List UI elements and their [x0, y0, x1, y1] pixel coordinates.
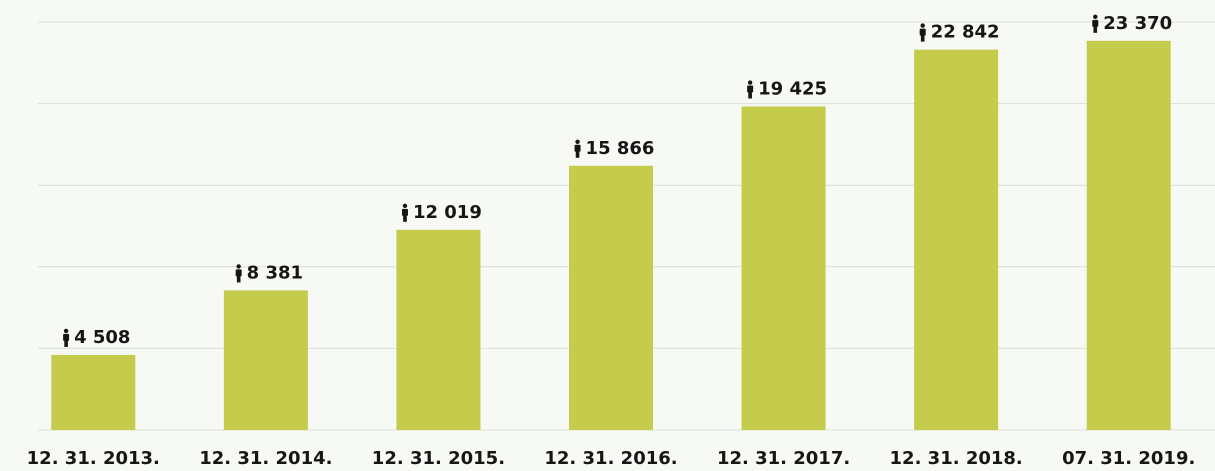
icon-body	[63, 333, 70, 341]
person-icon	[1092, 14, 1099, 33]
person-icon	[574, 139, 581, 158]
icon-legs	[236, 275, 241, 283]
person-icon	[63, 328, 70, 347]
x-tick-label: 12. 31. 2016.	[544, 448, 677, 469]
icon-legs	[1093, 25, 1098, 33]
value-label: 15 866	[586, 138, 655, 159]
icon-legs	[575, 150, 580, 158]
x-tick-label: 12. 31. 2017.	[717, 448, 850, 469]
person-icon	[235, 264, 242, 283]
person-icon	[401, 203, 408, 222]
bar	[223, 290, 308, 430]
value-label: 4 508	[74, 327, 130, 348]
icon-body	[919, 28, 926, 36]
icon-legs	[920, 34, 925, 42]
bar	[914, 49, 999, 430]
icon-body	[747, 85, 754, 93]
bar	[396, 229, 481, 430]
icon-head	[63, 328, 69, 334]
value-label: 19 425	[758, 79, 827, 100]
icon-body	[574, 144, 581, 152]
icon-head	[1093, 14, 1098, 20]
icon-head	[747, 80, 753, 85]
x-tick-label: 07. 31. 2019.	[1062, 448, 1195, 469]
icon-body	[235, 269, 242, 277]
bar	[741, 106, 826, 430]
x-tick-label: 12. 31. 2015.	[372, 448, 505, 469]
bar	[569, 165, 653, 430]
value-label: 12 019	[413, 202, 482, 223]
value-label: 22 842	[931, 22, 1000, 43]
icon-head	[236, 264, 241, 269]
x-tick-label: 12. 31. 2014.	[199, 448, 332, 469]
bar	[1086, 40, 1171, 430]
x-tick-label: 12. 31. 2013.	[27, 448, 160, 469]
icon-body	[1092, 19, 1099, 27]
person-icon	[919, 23, 926, 42]
x-tick-label: 12. 31. 2018.	[890, 448, 1023, 469]
icon-legs	[64, 339, 68, 347]
icon-body	[401, 208, 408, 216]
bar	[51, 354, 136, 430]
icon-legs	[748, 91, 752, 99]
value-label: 23 370	[1103, 13, 1172, 34]
icon-head	[402, 203, 408, 209]
icon-head	[920, 23, 925, 28]
value-label: 8 381	[247, 262, 303, 283]
person-icon	[747, 80, 754, 99]
icon-legs	[403, 214, 407, 222]
icon-head	[575, 139, 580, 144]
